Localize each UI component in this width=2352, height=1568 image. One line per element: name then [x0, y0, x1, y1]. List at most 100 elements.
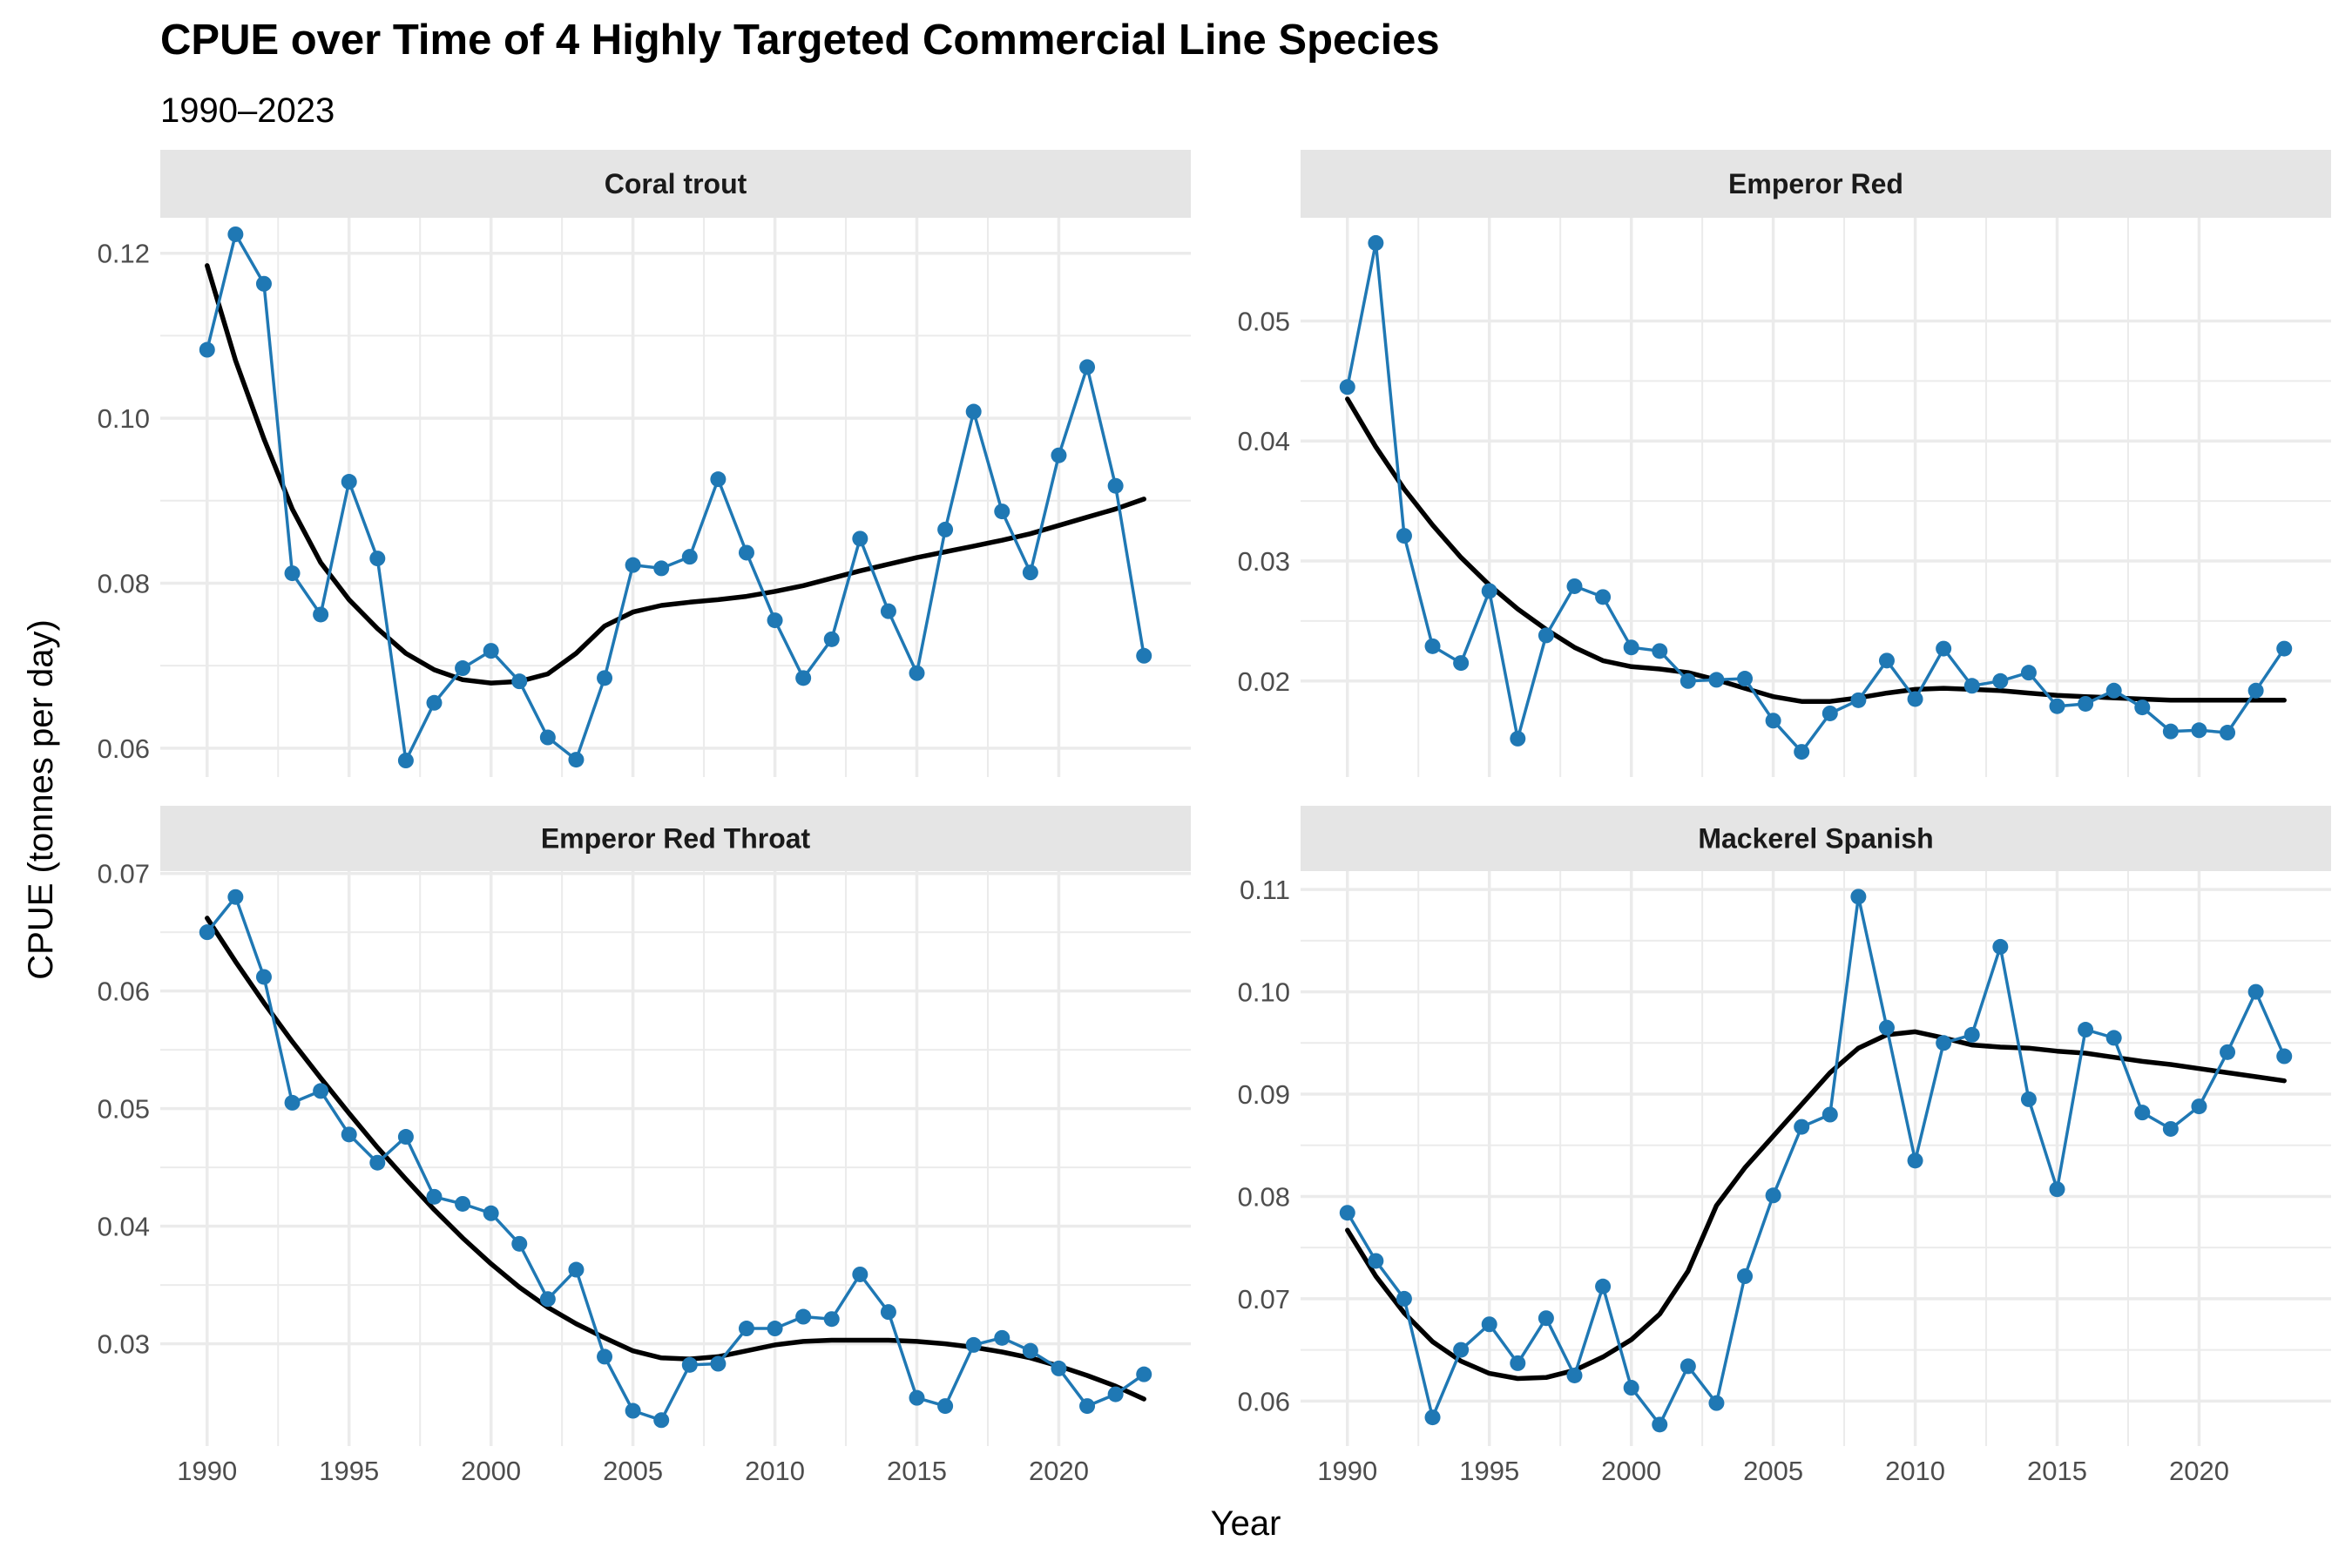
cpue-point [1566, 1367, 1583, 1383]
cpue-series-line [206, 233, 1146, 762]
panel-emperor-red: Emperor Red 0.02 0.03 0.04 0.05 [1238, 150, 2331, 777]
cpue-point [539, 729, 556, 746]
strip-label: Emperor Red Throat [541, 823, 811, 855]
cpue-point [1510, 730, 1526, 747]
cpue-point [284, 1094, 301, 1111]
smooth-layer [205, 916, 1146, 1402]
x-tick-label: 1995 [319, 1456, 379, 1486]
cpue-point [1708, 1395, 1725, 1411]
cpue-point [909, 665, 925, 681]
cpue-point [2105, 682, 2122, 699]
gridlines [160, 218, 1191, 777]
cpue-point [255, 275, 272, 292]
cpue-point [1481, 583, 1497, 599]
series-layer [1339, 889, 2293, 1433]
cpue-point [369, 1154, 386, 1171]
strip-background [160, 806, 1191, 871]
cpue-point [1850, 889, 1867, 905]
cpue-point [1652, 643, 1668, 659]
cpue-point [795, 670, 812, 686]
x-tick-label: 2000 [1601, 1456, 1661, 1486]
cpue-point [1339, 379, 1355, 395]
strip-label: Emperor Red [1728, 168, 1903, 199]
cpue-point [426, 1188, 443, 1205]
cpue-point [568, 752, 585, 768]
cpue-point [426, 694, 443, 711]
cpue-point [1821, 705, 1838, 721]
strip-background [160, 150, 1191, 218]
cpue-point [1623, 639, 1639, 656]
cpue-point [597, 670, 613, 686]
x-tick-label: 2015 [2027, 1456, 2087, 1486]
cpue-point [1107, 1386, 1124, 1402]
cpue-point [880, 603, 896, 619]
y-tick-label: 0.04 [1238, 426, 1290, 456]
cpue-point [2247, 983, 2264, 1000]
y-tick-label: 0.08 [98, 568, 150, 598]
y-tick-label: 0.08 [1238, 1181, 1290, 1212]
cpue-point [852, 531, 868, 547]
cpue-point [1022, 1342, 1038, 1359]
cpue-point [1907, 1152, 1923, 1169]
cpue-point [1136, 1366, 1152, 1382]
cpue-point [880, 1304, 896, 1321]
x-tick-label: 2010 [745, 1456, 805, 1486]
x-tick-label: 2020 [2169, 1456, 2229, 1486]
cpue-point [1595, 1278, 1612, 1294]
cpue-point [369, 551, 386, 567]
y-tick-label: 0.03 [98, 1329, 150, 1360]
cpue-point [1765, 713, 1781, 729]
y-ticks: 0.03 0.04 0.05 0.06 0.07 [98, 859, 150, 1360]
gridlines [1301, 218, 2331, 777]
cpue-point [937, 1398, 954, 1415]
cpue-point [1963, 678, 1980, 694]
series-layer [1339, 234, 2293, 760]
cpue-point [2162, 1120, 2179, 1137]
y-tick-label: 0.03 [1238, 546, 1290, 577]
panel-mackerel-spanish: Mackerel Spanish 0.06 0.07 0.08 0.09 0.10 0.1… [1238, 806, 2331, 1486]
x-axis-title: Year [1211, 1504, 1281, 1543]
series-layer [199, 226, 1152, 769]
cpue-series-line [1346, 895, 2286, 1427]
x-tick-label: 2000 [461, 1456, 521, 1486]
cpue-point [341, 1126, 357, 1143]
cpue-point [511, 673, 528, 690]
cpue-point [767, 1321, 783, 1337]
y-tick-label: 0.12 [98, 239, 150, 269]
smooth-layer [205, 263, 1146, 686]
cpue-point [2220, 725, 2236, 741]
cpue-point [1878, 1019, 1895, 1036]
cpue-point [1821, 1106, 1838, 1123]
cpue-point [1850, 692, 1867, 708]
cpue-point [1481, 1316, 1497, 1333]
cpue-point [1368, 234, 1384, 251]
x-ticks: 1990 1995 2000 2005 2010 2015 2020 [177, 1456, 1089, 1486]
y-tick-label: 0.11 [1240, 875, 1290, 905]
cpue-point [1051, 447, 1067, 463]
x-tick-label: 1995 [1459, 1456, 1519, 1486]
smooth-trend-line [1345, 1029, 2287, 1382]
smooth-layer [1345, 1029, 2287, 1382]
cpue-point [227, 889, 244, 905]
cpue-point [1079, 359, 1096, 375]
cpue-point [965, 1336, 982, 1353]
y-ticks: 0.06 0.08 0.10 0.12 [98, 239, 150, 764]
cpue-point [965, 403, 982, 420]
cpue-point [2162, 723, 2179, 740]
cpue-point [1963, 1026, 1980, 1043]
cpue-series-line [206, 895, 1146, 1423]
y-tick-label: 0.05 [1238, 306, 1290, 336]
strip-label: Mackerel Spanish [1698, 823, 1933, 855]
cpue-point [1794, 744, 1810, 760]
cpue-point [1136, 647, 1152, 664]
cpue-point [625, 557, 641, 573]
cpue-point [313, 1083, 329, 1099]
cpue-point [1510, 1355, 1526, 1371]
cpue-point [483, 1205, 499, 1221]
x-tick-label: 2010 [1885, 1456, 1945, 1486]
cpue-point [1737, 671, 1754, 687]
cpue-point [227, 226, 244, 242]
y-tick-label: 0.07 [98, 859, 150, 889]
cpue-point [1595, 589, 1612, 605]
